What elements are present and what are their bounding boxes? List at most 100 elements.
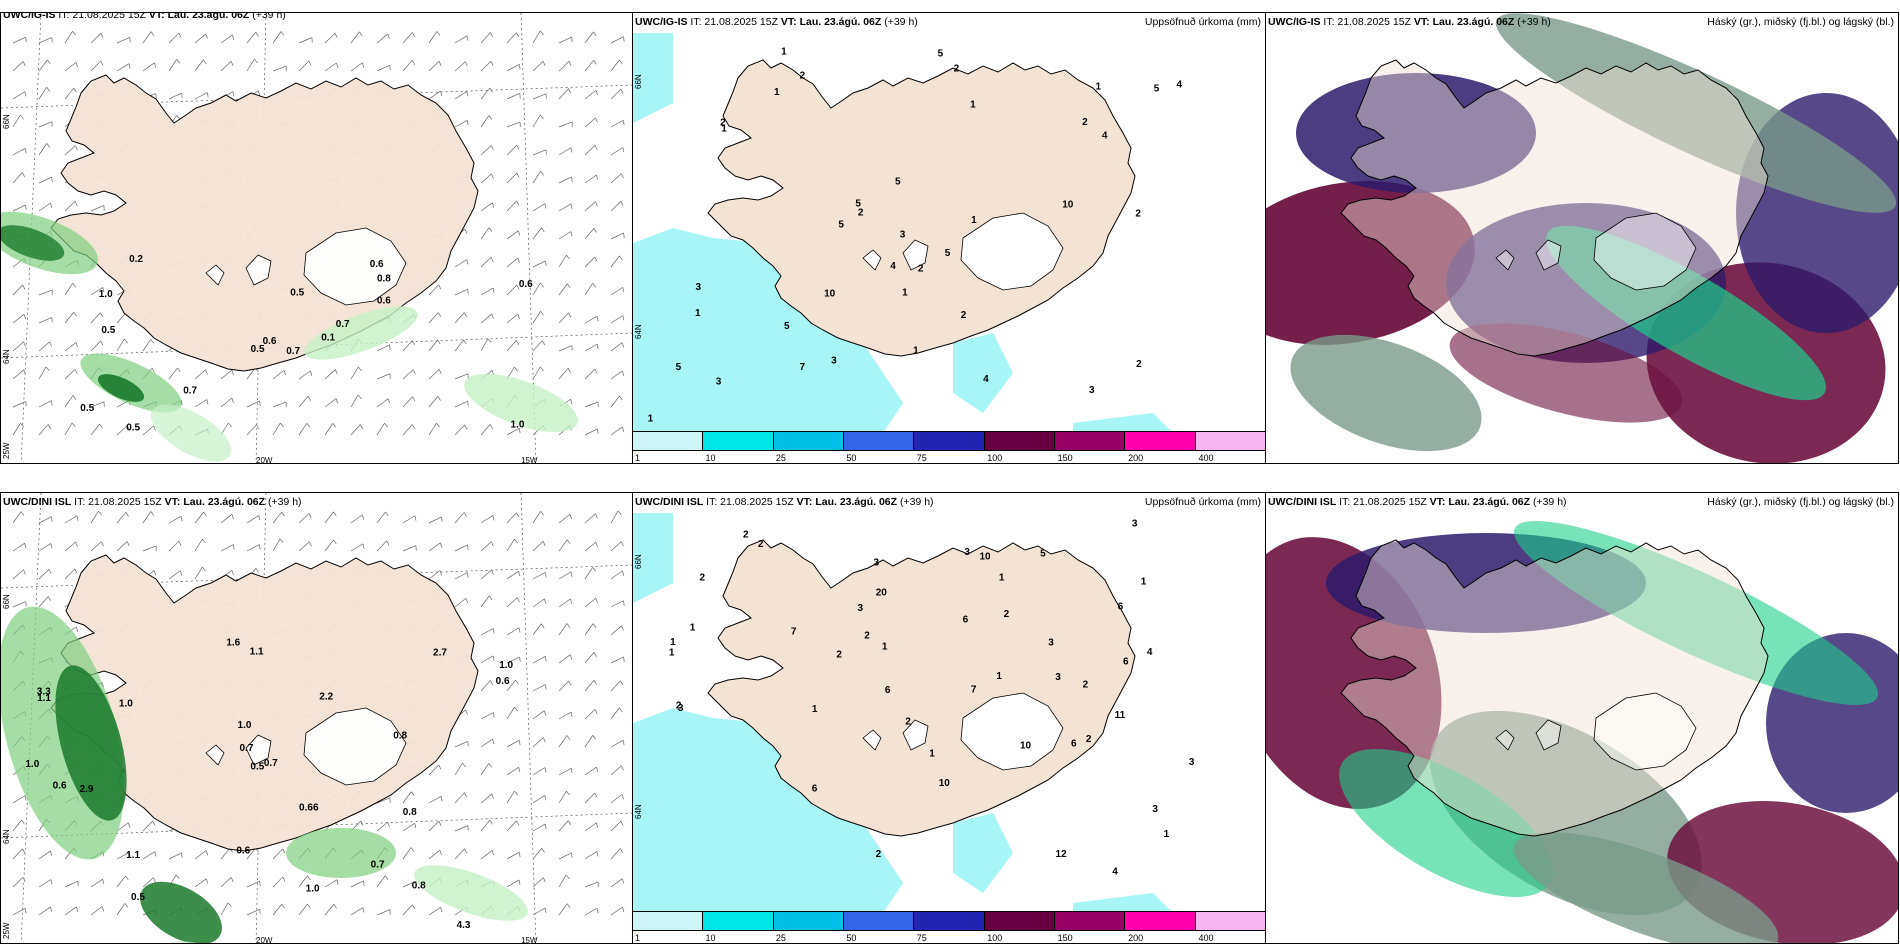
cloud-area — [1266, 181, 1475, 345]
value-label: 1 — [690, 622, 696, 633]
colorbar-swatch — [773, 912, 844, 930]
value-label: 2 — [800, 71, 806, 82]
model-name: UWC/IG-IS — [635, 16, 688, 28]
colorbar-tick: 200 — [1128, 453, 1144, 463]
value-label: 1.1 — [126, 850, 140, 861]
colorbar-tick: 100 — [987, 933, 1003, 943]
colorbar-swatch — [1054, 912, 1126, 930]
value-label: 3.3 — [37, 686, 51, 697]
colorbar-swatch — [984, 432, 1055, 450]
value-label: 2 — [876, 849, 882, 860]
panel-title: Háský (gr.), miðský (fj.bl.) og lágský (… — [1707, 496, 1894, 508]
accum-map-svg: 4322332263121210172066711101052623223634… — [633, 513, 1195, 913]
value-label: 4 — [1102, 131, 1108, 142]
value-label: 1.6 — [226, 637, 240, 648]
cloud-area — [1513, 832, 1779, 943]
precip-area — [150, 404, 232, 462]
cloud-area — [1495, 13, 1897, 213]
colorbar-tick: 1 — [635, 933, 641, 943]
accum-area — [1073, 893, 1173, 913]
colorbar-swatch — [1195, 912, 1265, 930]
value-label: 5 — [1154, 83, 1160, 94]
value-label: 1 — [929, 749, 935, 760]
value-label: 2.7 — [433, 648, 447, 659]
colorbar-swatch — [843, 912, 915, 930]
value-label: 12 — [1056, 849, 1068, 860]
axis-tick-label: 15W — [521, 456, 538, 464]
valid-time: VT: Lau. 23.ágú. 06Z — [796, 496, 898, 508]
value-label: 1 — [781, 46, 787, 57]
value-label: 7 — [791, 627, 797, 638]
panel-header: UWC/DINI ISL IT: 21.08.2025 15Z VT: Lau.… — [3, 496, 628, 512]
axis-tick-label: 25W — [2, 922, 11, 939]
value-label: 2 — [954, 64, 960, 75]
value-label: 2 — [836, 649, 842, 660]
precip-map-svg: 0.71.00.60.50.70.70.60.50.80.10.21.00.50… — [1, 13, 632, 464]
value-label: 3 — [964, 547, 970, 558]
colorbar-swatch — [843, 432, 915, 450]
value-label: 2 — [743, 529, 749, 540]
precip-area — [97, 374, 145, 402]
value-label: 1 — [774, 87, 780, 98]
value-label: 0.7 — [336, 319, 350, 330]
value-label: 5 — [895, 176, 901, 187]
valid-time: VT: Lau. 23.ágú. 06Z — [164, 496, 266, 508]
value-label: 0.7 — [183, 386, 197, 397]
value-label: 1 — [670, 637, 676, 648]
value-label: 3 — [1055, 672, 1061, 683]
init-time: IT: 21.08.2025 15Z — [74, 496, 162, 508]
value-label: 2 — [961, 310, 967, 321]
colorbar-tick: 400 — [1198, 933, 1214, 943]
value-label: 2 — [758, 539, 764, 550]
value-label: 3 — [678, 703, 684, 714]
value-label: 11 — [1115, 710, 1126, 721]
colorbar-tick: 50 — [846, 453, 857, 463]
value-label: 0.7 — [286, 346, 300, 357]
colorbar-tick: 100 — [987, 453, 1003, 463]
precip-area — [464, 373, 578, 433]
value-label: 3 — [1089, 385, 1095, 396]
cloud-area — [1296, 73, 1536, 193]
valid-time: VT: Lau. 23.ágú. 06Z — [1413, 16, 1515, 28]
value-label: 5 — [784, 321, 790, 332]
init-time: IT: 21.08.2025 15Z — [1339, 496, 1427, 508]
value-label: 10 — [939, 778, 951, 789]
axis-tick-label: 20W — [256, 456, 273, 464]
value-label: 7 — [799, 362, 805, 373]
axis-tick-label: 66N — [634, 74, 643, 89]
value-label: 4 — [890, 261, 896, 272]
init-time: IT: 21.08.2025 15Z — [690, 16, 778, 28]
value-label: 1.0 — [99, 289, 113, 300]
value-label: 1 — [1096, 82, 1102, 93]
colorbar-swatch — [703, 432, 774, 450]
model-name: UWC/DINI ISL — [635, 496, 704, 508]
value-label: 0.5 — [290, 287, 304, 298]
value-label: 1.0 — [238, 720, 252, 731]
value-label: 0.66 — [299, 802, 319, 813]
iceland-landmass — [50, 74, 479, 372]
value-label: 0.5 — [250, 761, 264, 772]
accum-area — [1073, 413, 1173, 433]
cloud-area — [1449, 323, 1683, 423]
accum-area — [633, 228, 903, 433]
value-label: 20 — [876, 588, 888, 599]
accum-area — [953, 813, 1013, 893]
iceland-landmass — [50, 554, 479, 852]
precip-map-svg: 1.0 1.1 0.8 1.0 3.3 4.3 2.9 2.2 1.0 2.7 0.7 0.8 1.6 1… — [1, 493, 632, 943]
colorbar-swatch — [633, 432, 704, 450]
precip-values: 1.0 1.1 0.8 1.0 3.3 4.3 2.9 2.2 1.0 2.7 0.7 0.8 1.6 1… — [25, 637, 513, 930]
axis-tick-label: 66N — [2, 594, 11, 609]
value-label: 3 — [900, 230, 906, 241]
value-label: 1.1 — [37, 693, 51, 704]
value-label: 1 — [1164, 829, 1170, 840]
colorbar-swatch — [1054, 432, 1126, 450]
value-label: 0.7 — [371, 860, 385, 871]
accum-area — [633, 513, 673, 603]
value-label: 1 — [913, 346, 919, 357]
panel-header: UWC/DINI ISL IT: 21.08.2025 15Z VT: Lau.… — [1268, 496, 1894, 512]
value-label: 3 — [858, 603, 864, 614]
colorbar-tick: 75 — [916, 933, 927, 943]
precip-area — [140, 881, 222, 943]
model-name: UWC/DINI ISL — [1268, 496, 1337, 508]
